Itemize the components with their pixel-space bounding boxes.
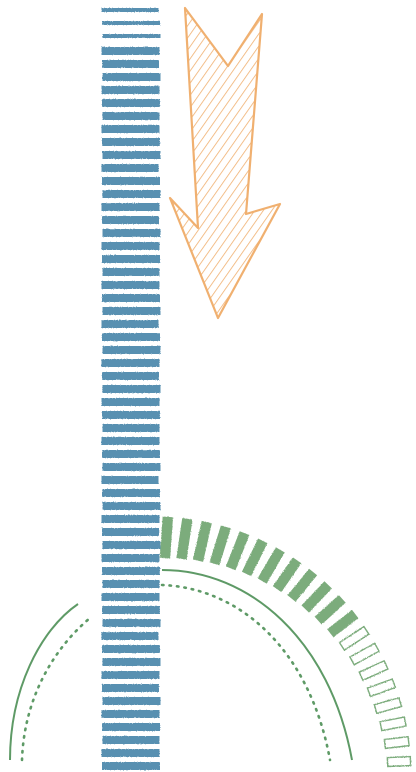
stripe <box>101 749 160 757</box>
stripe <box>102 736 160 744</box>
stripe <box>101 164 159 172</box>
stripe <box>102 645 160 653</box>
tick-mark <box>257 547 285 584</box>
tick-mark <box>192 520 212 562</box>
stripe <box>102 411 160 419</box>
stripe <box>101 437 160 445</box>
stripe <box>101 710 160 718</box>
stripe <box>101 632 159 640</box>
stripe <box>101 242 160 250</box>
stripe <box>102 34 161 38</box>
stripe <box>102 229 161 237</box>
tick-mark <box>338 625 370 652</box>
stripe <box>101 554 160 562</box>
tick-mark <box>301 581 332 613</box>
tick-mark <box>176 517 193 560</box>
stripe <box>101 47 160 55</box>
stripe <box>102 684 159 692</box>
tick-mark <box>327 609 359 638</box>
stripe <box>101 476 159 484</box>
dotted-arc <box>9 569 353 762</box>
stripe <box>102 424 160 432</box>
stripe <box>101 515 160 523</box>
tick-mark <box>373 696 403 715</box>
stripe <box>102 697 161 705</box>
stripe <box>102 619 161 627</box>
hatched-down-arrow <box>168 6 282 320</box>
tick-mark <box>241 538 268 577</box>
stripe <box>102 541 161 549</box>
stripe <box>102 463 161 471</box>
tick-mark <box>209 525 231 566</box>
stripe <box>102 21 160 25</box>
stripe <box>101 359 160 367</box>
stripe <box>102 255 160 263</box>
stripe <box>101 86 160 94</box>
tick-mark <box>386 755 412 768</box>
stripe <box>101 203 160 211</box>
stripe <box>102 73 161 81</box>
stripe <box>102 99 160 107</box>
stripe <box>102 294 160 302</box>
stripe <box>102 216 159 224</box>
stripe <box>102 502 161 510</box>
stripe <box>102 177 160 185</box>
tick-mark <box>358 659 389 682</box>
striped-column <box>101 8 161 770</box>
stripe <box>102 268 160 276</box>
tick-mark <box>379 716 407 732</box>
tick-mark <box>287 568 318 602</box>
stripe <box>102 333 160 341</box>
tick-mark <box>159 516 174 559</box>
tick-mark <box>366 678 397 698</box>
stripe <box>102 60 159 68</box>
stripe <box>102 385 161 393</box>
tick-mark <box>383 735 410 750</box>
stripe <box>102 372 159 380</box>
tick-mark <box>314 595 346 625</box>
stripe <box>102 528 159 536</box>
stripe <box>102 580 160 588</box>
tick-mark <box>225 531 250 571</box>
stripe <box>102 346 161 354</box>
stripe <box>102 658 161 666</box>
stripe <box>102 112 160 120</box>
stripe <box>102 190 161 198</box>
stripe <box>101 593 160 601</box>
stripe <box>101 671 160 679</box>
stripe <box>102 762 160 770</box>
stripe <box>102 307 161 315</box>
stripe <box>101 8 159 12</box>
tick-mark <box>348 642 380 666</box>
stripe <box>102 138 160 146</box>
tick-mark <box>272 557 302 593</box>
stripe <box>102 489 160 497</box>
stripe <box>102 151 161 159</box>
stripe <box>101 125 160 133</box>
stripe <box>102 450 160 458</box>
stripe <box>101 281 160 289</box>
stripe <box>101 320 159 328</box>
stripe <box>101 398 160 406</box>
stripe <box>102 606 160 614</box>
radial-tick-marks <box>159 516 412 768</box>
stripe <box>102 567 160 575</box>
stripe <box>102 723 160 731</box>
